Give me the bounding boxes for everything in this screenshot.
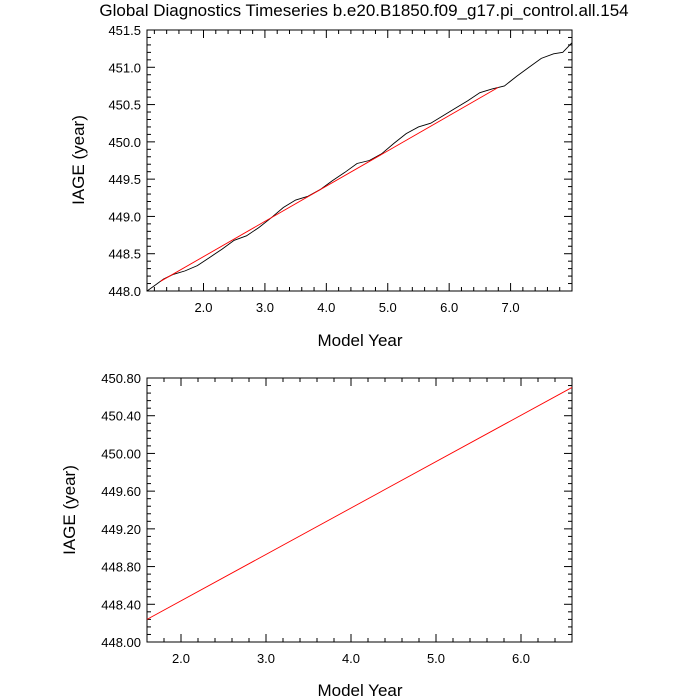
top-x-tick-label: 6.0: [440, 300, 458, 315]
bottom-x-tick-label: 4.0: [342, 651, 360, 666]
bottom-y-tick-label: 450.40: [101, 409, 141, 424]
top-series: [146, 42, 573, 292]
bottom-y-tick-label: 448.40: [101, 597, 141, 612]
top-y-tick-label: 451.5: [108, 23, 141, 38]
bottom-y-tick-label: 450.00: [101, 446, 141, 461]
top-y-axis-label: IAGE (year): [69, 115, 88, 205]
bottom-y-axis-label: IAGE (year): [60, 465, 79, 555]
top-x-tick-label: 3.0: [256, 300, 274, 315]
top-series-line-1: [146, 42, 573, 292]
bottom-x-tick-label: 5.0: [427, 651, 445, 666]
top-y-ticks: 448.0 448.5 449.0 449.5 450.0 450.5 451.0 451.5: [108, 23, 572, 299]
bottom-y-tick-label: 449.60: [101, 484, 141, 499]
top-y-tick-label: 448.0: [108, 284, 141, 299]
bottom-x-tick-label: 2.0: [172, 651, 190, 666]
top-x-tick-label: 5.0: [379, 300, 397, 315]
top-x-tick-label: 4.0: [317, 300, 335, 315]
bottom-x-tick-label: 3.0: [257, 651, 275, 666]
top-y-tick-label: 451.0: [108, 60, 141, 75]
top-y-tick-label: 450.0: [108, 135, 141, 150]
top-y-tick-label: 449.5: [108, 172, 141, 187]
top-y-tick-label: 450.5: [108, 98, 141, 113]
top-x-axis-label: Model Year: [317, 331, 402, 350]
top-y-tick-label: 449.0: [108, 209, 141, 224]
bottom-panel: 2.0 3.0 4.0 5.0 6.0 448.00 448.40 448.80 449.20…: [60, 371, 573, 700]
top-x-tick-label: 2.0: [194, 300, 212, 315]
top-panel: 2.0 3.0 4.0 5.0 6.0 7.0 448.0448.5449.0449.54…: [69, 23, 573, 350]
bottom-y-tick-label: 450.80: [101, 371, 141, 386]
bottom-x-ticks: 2.0 3.0 4.0 5.0 6.0: [146, 378, 573, 666]
top-series-line-2: [160, 87, 499, 282]
bottom-x-tick-label: 6.0: [512, 651, 530, 666]
figure-title: Global Diagnostics Timeseries b.e20.B185…: [99, 1, 628, 20]
bottom-plot-frame: [146, 377, 573, 643]
bottom-y-ticks: 448.00 448.40 448.80 449.20 449.60 450.00 450.…: [101, 371, 572, 650]
top-y-tick-label: 448.5: [108, 247, 141, 262]
bottom-x-axis-label: Model Year: [317, 681, 402, 700]
top-plot-frame: [146, 29, 573, 292]
bottom-y-tick-label: 448.00: [101, 635, 141, 650]
bottom-y-tick-label: 449.20: [101, 522, 141, 537]
bottom-y-tick-label: 448.80: [101, 560, 141, 575]
bottom-series: [146, 387, 573, 620]
top-x-ticks: 2.0 3.0 4.0 5.0 6.0 7.0: [153, 30, 573, 315]
top-x-tick-label: 7.0: [502, 300, 520, 315]
bottom-series-line-1: [146, 387, 573, 620]
